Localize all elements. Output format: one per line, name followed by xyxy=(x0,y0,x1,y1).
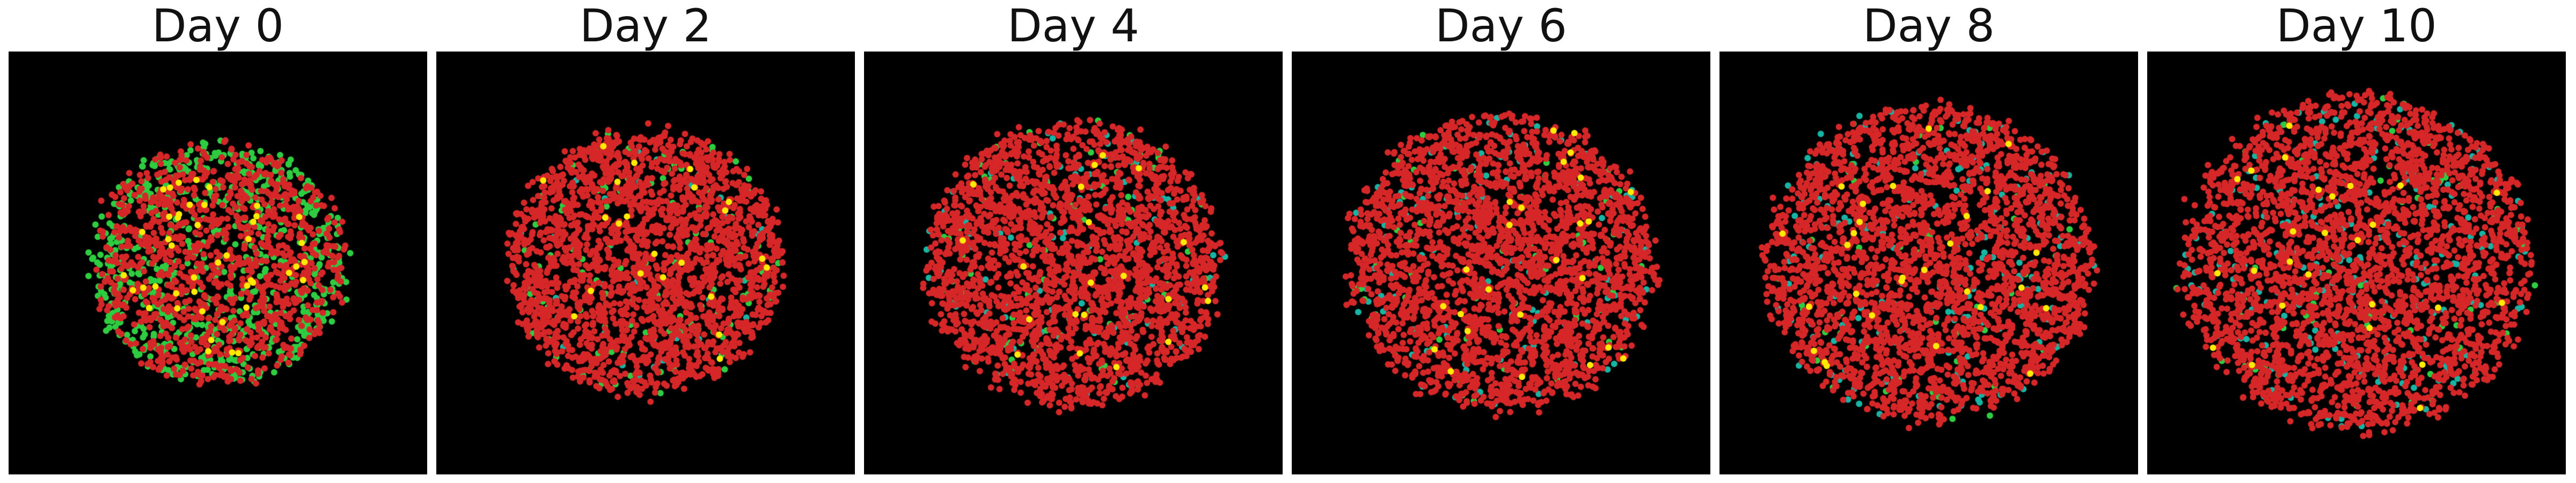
panel-day-0 xyxy=(9,52,427,474)
panel-day-10 xyxy=(2147,52,2566,474)
panel-day-8 xyxy=(1719,52,2138,474)
cell-image-day-6 xyxy=(1292,52,1710,474)
panel-day-4 xyxy=(864,52,1283,474)
panel-title-day-8: Day 8 xyxy=(1862,0,1995,52)
cell-image-day-2 xyxy=(436,52,855,474)
panel-title-day-2: Day 2 xyxy=(579,0,712,52)
panel-day-2 xyxy=(436,52,855,474)
cell-image-day-0 xyxy=(9,52,427,474)
cell-image-day-4 xyxy=(864,52,1283,474)
cell-image-day-10 xyxy=(2147,52,2566,474)
panel-title-day-0: Day 0 xyxy=(151,0,284,52)
cell-image-day-8 xyxy=(1719,52,2138,474)
panel-day-6 xyxy=(1292,52,1710,474)
panel-title-day-4: Day 4 xyxy=(1007,0,1139,52)
panel-title-day-10: Day 10 xyxy=(2276,0,2437,52)
panel-title-day-6: Day 6 xyxy=(1435,0,1567,52)
